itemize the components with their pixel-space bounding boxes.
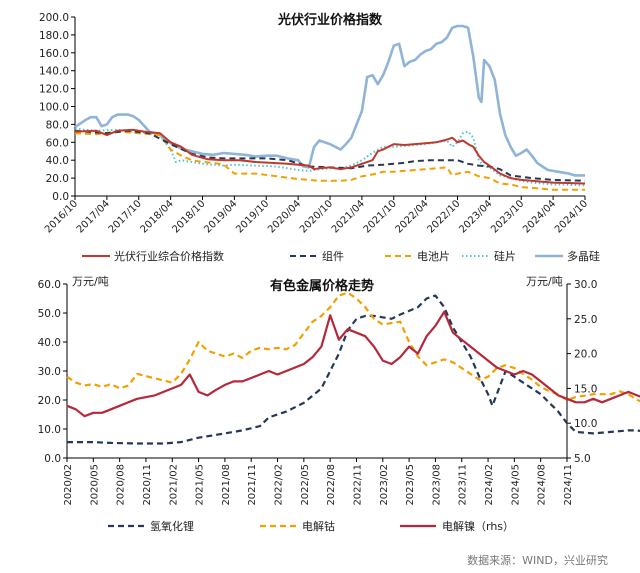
chart1-x-tick-label: 2019/04 xyxy=(202,198,239,235)
chart2-x-tick-label: 2024/08 xyxy=(537,464,548,506)
chart2-legend-label: 氢氧化锂 xyxy=(150,519,194,533)
chart2-x-tick-label: 2024/11 xyxy=(563,464,574,506)
chart2-series-line xyxy=(66,310,640,418)
chart2-x-tick-label: 2023/02 xyxy=(379,464,390,506)
chart1-x-tick-label: 2021/10 xyxy=(362,198,399,235)
chart2-x-tick-label: 2023/05 xyxy=(405,464,416,506)
chart2-x-tick-label: 2022/02 xyxy=(274,464,285,506)
chart1-y-tick-label: 120.0 xyxy=(39,84,69,96)
chart1-x-tick-label: 2016/10 xyxy=(43,198,80,235)
chart1-series-line xyxy=(74,24,585,177)
chart1-axes: 0.0 20.0 40.0 60.0 80.0 100.0 120.0 140.0 160.0 1… xyxy=(39,12,590,235)
chart2-x-tick-label: 2020/05 xyxy=(89,464,100,506)
chart1-x-tick-label: 2020/04 xyxy=(266,198,303,235)
chart1-y-tick-label: 180.0 xyxy=(39,30,69,42)
chart1-y-tick-label: 80.0 xyxy=(46,119,69,131)
chart2-right-tick-label: 10.0 xyxy=(574,418,597,430)
chart2-series xyxy=(66,291,640,445)
chart2-legend-label: 电解钴 xyxy=(302,519,335,533)
chart1-legend-label: 组件 xyxy=(322,249,344,263)
chart1-y-tick-label: 160.0 xyxy=(39,48,69,60)
chart2-x-tick-label: 2022/11 xyxy=(352,464,363,506)
chart2-right-tick-label: 15.0 xyxy=(574,383,597,395)
chart1-y-tick-label: 0.0 xyxy=(52,191,69,203)
chart1-title: 光伏行业价格指数 xyxy=(277,12,383,28)
chart2-left-tick-label: 10.0 xyxy=(38,424,61,436)
chart2-x-tick-label: 2024/05 xyxy=(510,464,521,506)
chart1-x-tick-label: 2018/10 xyxy=(170,198,207,235)
chart2-x-tick-label: 2020/02 xyxy=(63,464,74,506)
chart1-series-line xyxy=(74,128,586,185)
chart2-left-tick-label: 30.0 xyxy=(38,366,61,378)
chart1-legend-label: 光伏行业综合价格指数 xyxy=(114,249,224,263)
chart2-x-tick-label: 2021/11 xyxy=(247,464,258,506)
chart2-right-unit: 万元/吨 xyxy=(526,275,563,288)
chart2-left-tick-label: 60.0 xyxy=(38,279,61,291)
chart1-x-tick-label: 2021/04 xyxy=(330,198,367,235)
chart1-x-tick-label: 2018/04 xyxy=(139,198,176,235)
chart1-series-line xyxy=(74,130,585,191)
chart1-x-tick-label: 2024/04 xyxy=(521,198,558,235)
chart2-title: 有色金属价格走势 xyxy=(270,278,374,294)
chart1-legend-label: 多晶硅 xyxy=(567,249,600,263)
chart1-legend-label: 电池片 xyxy=(417,250,450,263)
chart1-x-tick-label: 2017/04 xyxy=(75,198,112,235)
chart2-legend-label: 电解镍（rhs） xyxy=(442,519,514,533)
chart1-y-tick-label: 20.0 xyxy=(46,173,69,185)
chart1-y-tick-label: 60.0 xyxy=(46,137,69,149)
chart1-series-line xyxy=(74,129,586,182)
chart2-left-tick-label: 20.0 xyxy=(38,395,61,407)
chart1-x-tick-label: 2022/04 xyxy=(394,198,431,235)
chart2-right-tick-label: 25.0 xyxy=(574,314,597,326)
chart1-x-tick-label: 2023/10 xyxy=(489,198,526,235)
chart2-x-tick-label: 2021/05 xyxy=(195,464,206,506)
chart2-right-tick-label: 20.0 xyxy=(574,349,597,361)
chart2-right-tick-label: 30.0 xyxy=(574,279,597,291)
chart1-legend: 光伏行业综合价格指数 组件 电池片 硅片 多晶硅 xyxy=(82,249,600,263)
chart2-x-tick-label: 2022/05 xyxy=(300,464,311,506)
chart2-x-tick-label: 2023/11 xyxy=(458,464,469,506)
chart2-left-tick-label: 0.0 xyxy=(44,453,61,465)
chart1-y-tick-label: 40.0 xyxy=(46,155,69,167)
chart1-x-tick-label: 2022/10 xyxy=(425,198,462,235)
chart2-x-tick-label: 2020/11 xyxy=(142,464,153,506)
chart1-legend-label: 硅片 xyxy=(494,250,516,263)
chart1-x-tick-label: 2024/10 xyxy=(553,198,590,235)
chart1-x-tick-label: 2023/04 xyxy=(457,198,494,235)
chart2-x-tick-label: 2020/08 xyxy=(116,464,127,506)
chart2-series-line xyxy=(67,294,640,445)
chart2-right-tick-label: 5.0 xyxy=(574,453,591,465)
chart2-legend: 氢氧化锂 电解钴 电解镍（rhs） xyxy=(108,519,514,533)
metals-price-chart: 有色金属价格走势 万元/吨 万元/吨 0.0 10.0 20.0 30.0 40.0 50… xyxy=(38,275,640,533)
chart2-axes: 0.0 10.0 20.0 30.0 40.0 50.0 60.0 5.0 10.0 15.0 20… xyxy=(38,279,598,506)
chart1-x-tick-label: 2017/10 xyxy=(107,198,144,235)
source-note: 数据来源：WIND，兴业研究 xyxy=(467,553,608,567)
chart1-y-tick-label: 100.0 xyxy=(39,102,69,114)
chart1-series-line xyxy=(74,127,586,187)
chart2-series-line xyxy=(66,291,640,403)
chart1-y-tick-label: 140.0 xyxy=(39,66,69,78)
chart1-y-tick-label: 200.0 xyxy=(39,12,69,24)
chart1-x-tick-label: 2020/10 xyxy=(298,198,335,235)
chart2-x-tick-label: 2021/08 xyxy=(221,464,232,506)
chart2-left-tick-label: 50.0 xyxy=(38,308,61,320)
chart1-series xyxy=(74,24,586,191)
pv-price-index-chart: 光伏行业价格指数 0.0 20.0 40.0 60.0 80.0 100.0 120.0 14… xyxy=(39,12,600,263)
chart2-x-tick-label: 2023/08 xyxy=(431,464,442,506)
chart2-x-tick-label: 2022/08 xyxy=(326,464,337,506)
chart1-x-tick-label: 2019/10 xyxy=(234,198,271,235)
chart2-left-tick-label: 40.0 xyxy=(38,337,61,349)
chart2-x-tick-label: 2024/02 xyxy=(484,464,495,506)
chart2-left-unit: 万元/吨 xyxy=(72,275,109,288)
chart2-x-tick-label: 2021/02 xyxy=(168,464,179,506)
